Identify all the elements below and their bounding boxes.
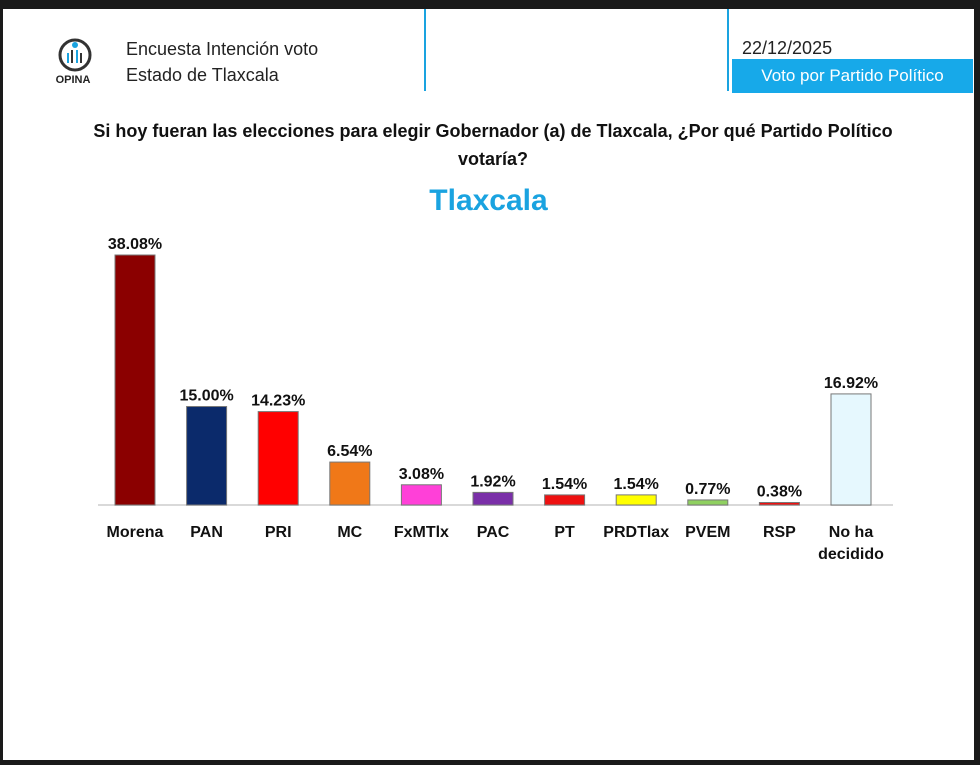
bar-pan — [186, 406, 228, 506]
category-label: PAN — [190, 524, 223, 541]
data-label: 15.00% — [179, 388, 233, 405]
bar-rsp — [758, 502, 800, 506]
category-label: FxMTlx — [394, 524, 449, 541]
category-label: PRI — [265, 524, 292, 541]
data-label: 1.54% — [542, 476, 587, 493]
data-label: 1.54% — [614, 476, 659, 493]
bar-mc — [329, 461, 371, 506]
category-label: PRDTlax — [603, 524, 669, 541]
opina-logo: OPINA — [56, 38, 92, 86]
category-label: PAC — [477, 524, 510, 541]
bar-chart: 38.08% Morena 15.00% PAN 14.23% PRI 6.54% MC 3.0… — [98, 236, 893, 563]
divider-line — [727, 9, 729, 91]
data-label: 16.92% — [824, 375, 878, 392]
category-label: PVEM — [685, 524, 730, 541]
bar-prdtlax — [615, 494, 657, 506]
category-label: decidido — [818, 546, 884, 563]
slide: OPINA Encuesta Intención voto Estado de … — [3, 9, 974, 760]
date: 22/12/2025 — [742, 38, 833, 58]
bar-morena — [114, 254, 156, 506]
data-label: 0.77% — [685, 481, 730, 498]
category-label: No ha — [829, 524, 874, 541]
data-label: 0.38% — [757, 484, 802, 501]
bar-pri — [257, 411, 299, 506]
category-label: RSP — [763, 524, 796, 541]
category-label: MC — [337, 524, 362, 541]
chart-title: Si hoy fueran las elecciones para elegir… — [93, 121, 893, 169]
data-label: 1.92% — [470, 473, 515, 490]
category-label: PT — [554, 524, 575, 541]
data-label: 38.08% — [108, 236, 162, 253]
survey-title: Encuesta Intención voto — [126, 39, 319, 59]
data-label: 14.23% — [251, 393, 305, 410]
data-label: 3.08% — [399, 466, 444, 483]
data-label: 6.54% — [327, 443, 372, 460]
bar-pac — [472, 491, 514, 506]
bar-no-ha-decidido — [830, 393, 872, 506]
divider-line — [424, 9, 426, 91]
bar-pvem — [687, 499, 729, 506]
svg-text:OPINA: OPINA — [56, 74, 91, 86]
section-badge: Voto por Partido Político — [732, 59, 973, 93]
bar-pt — [544, 494, 586, 506]
category-label: Morena — [107, 524, 164, 541]
state-title: Estado de Tlaxcala — [126, 65, 279, 85]
bar-fxmtlx — [400, 484, 442, 506]
chart-subtitle: Tlaxcala — [429, 184, 548, 217]
